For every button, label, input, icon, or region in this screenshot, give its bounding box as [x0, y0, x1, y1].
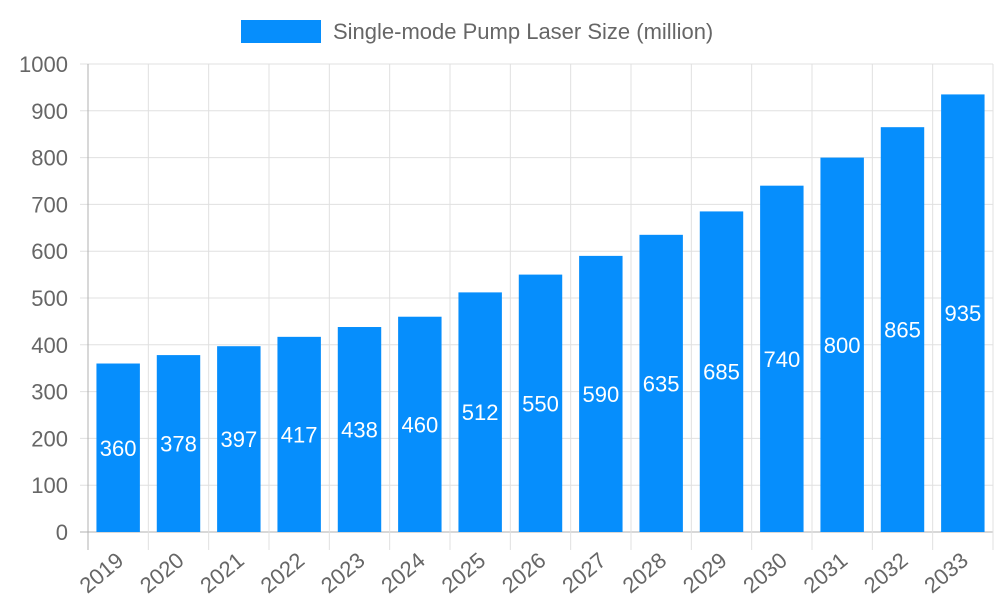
y-tick-label: 700	[31, 192, 68, 217]
bar	[96, 363, 140, 532]
data-label: 417	[281, 422, 318, 447]
bars: 360 378 397 417 438 460 512 550 590 635 685 740 800 8…	[96, 94, 985, 533]
bar	[156, 355, 201, 532]
bar	[398, 316, 442, 532]
x-tick-label: 2028	[618, 547, 672, 598]
y-tick-label: 100	[31, 473, 68, 498]
bar	[518, 274, 563, 532]
bar	[217, 346, 261, 532]
y-tick-label: 0	[56, 520, 68, 545]
x-tick-label: 2021	[195, 547, 249, 598]
bar	[579, 255, 623, 532]
x-tick-label: 2026	[497, 547, 551, 598]
x-tick-label: 2031	[799, 547, 853, 598]
bar	[337, 327, 382, 532]
x-tick-label: 2023	[316, 547, 370, 598]
x-tick-label: 2029	[678, 547, 732, 598]
data-label: 740	[763, 347, 800, 372]
y-tick-label: 1000	[19, 52, 68, 77]
y-tick-label: 400	[31, 333, 68, 358]
x-tick-label: 2019	[75, 547, 129, 598]
y-tick-label: 300	[31, 380, 68, 405]
data-label: 512	[462, 400, 499, 425]
y-tick-label: 500	[31, 286, 68, 311]
x-tick-label: 2033	[919, 547, 973, 598]
bar	[277, 336, 321, 532]
bar	[820, 157, 864, 532]
x-tick-label: 2020	[135, 547, 189, 598]
x-tick-label: 2024	[376, 547, 430, 598]
y-tick-label: 800	[31, 146, 68, 171]
data-label: 550	[522, 391, 559, 416]
x-tick-label: 2030	[738, 547, 792, 598]
y-tick-label: 900	[31, 99, 68, 124]
x-tick-label: 2022	[256, 547, 310, 598]
bar	[880, 127, 925, 533]
legend[interactable]: Single-mode Pump Laser Size (million)	[241, 19, 713, 44]
data-label: 935	[944, 301, 981, 326]
x-tick-label: 2027	[557, 547, 611, 598]
y-tick-label: 600	[31, 239, 68, 264]
data-label: 397	[220, 427, 257, 452]
x-tick-label: 2032	[859, 547, 913, 598]
data-label: 360	[100, 436, 137, 461]
legend-label: Single-mode Pump Laser Size (million)	[333, 19, 713, 44]
bar	[760, 185, 804, 532]
data-label: 865	[884, 318, 921, 343]
data-label: 685	[703, 360, 740, 385]
bar	[639, 234, 683, 532]
data-label: 635	[643, 371, 680, 396]
data-label: 438	[341, 418, 378, 443]
x-tick-label: 2025	[437, 547, 491, 598]
data-label: 590	[582, 382, 619, 407]
data-label: 800	[824, 333, 861, 358]
grid	[80, 63, 994, 550]
bar	[941, 94, 985, 533]
data-label: 378	[160, 432, 197, 457]
legend-swatch	[241, 20, 321, 43]
bar	[699, 211, 744, 533]
bar	[458, 292, 502, 532]
data-label: 460	[401, 412, 438, 437]
y-tick-label: 200	[31, 426, 68, 451]
